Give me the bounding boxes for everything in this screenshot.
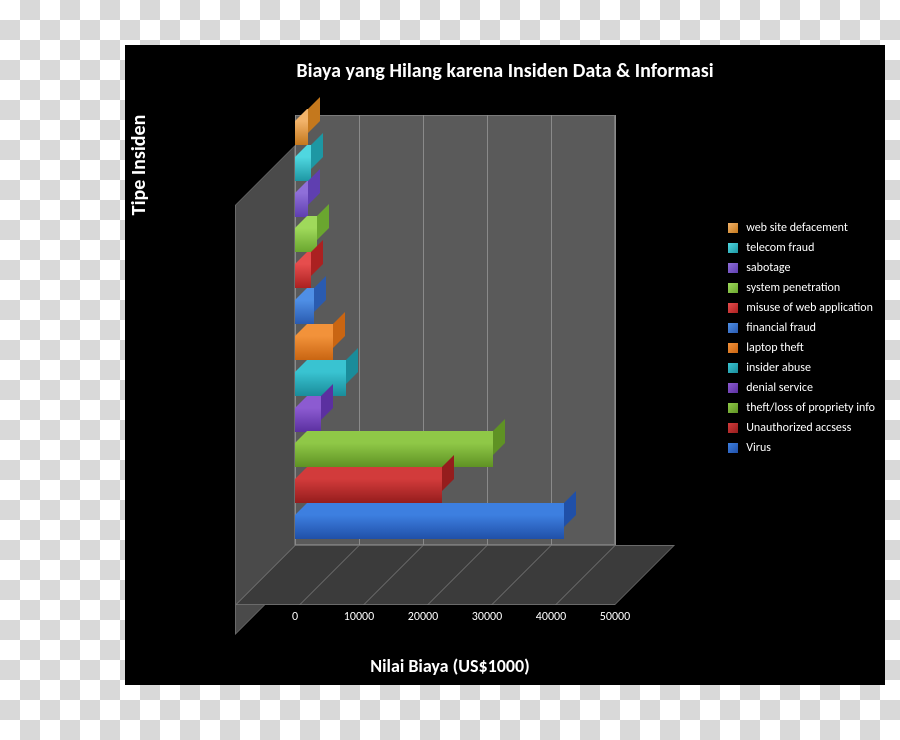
legend-item: misuse of web application (728, 301, 875, 315)
bar (295, 121, 308, 145)
legend-item: system penetration (728, 281, 875, 295)
legend-item: financial fraud (728, 321, 875, 335)
legend-item: Unauthorized accsess (728, 421, 875, 435)
legend-label: financial fraud (746, 321, 816, 335)
legend-swatch (728, 403, 738, 413)
legend-item: Virus (728, 441, 875, 455)
legend-swatch (728, 363, 738, 373)
x-tick: 50000 (600, 610, 630, 624)
legend-swatch (728, 383, 738, 393)
bar (295, 443, 493, 467)
chart-title: Biaya yang Hilang karena Insiden Data & … (125, 59, 885, 83)
legend-label: telecom fraud (746, 241, 814, 255)
legend-swatch (728, 263, 738, 273)
bar (295, 479, 442, 503)
legend-item: telecom fraud (728, 241, 875, 255)
legend-swatch (728, 283, 738, 293)
legend-label: system penetration (746, 281, 840, 295)
legend-label: Unauthorized accsess (746, 421, 851, 435)
legend-item: laptop theft (728, 341, 875, 355)
legend-item: denial service (728, 381, 875, 395)
legend-item: web site defacement (728, 221, 875, 235)
plot-area-3d: 01000020000300004000050000 (235, 115, 615, 605)
legend: web site defacement telecom fraud sabotage… (728, 215, 875, 461)
bar (295, 408, 321, 432)
legend-swatch (728, 303, 738, 313)
legend-label: Virus (746, 441, 771, 455)
legend-label: laptop theft (746, 341, 804, 355)
legend-label: sabotage (746, 261, 790, 275)
legend-label: web site defacement (746, 221, 848, 235)
bar (295, 300, 314, 324)
legend-label: misuse of web application (746, 301, 873, 315)
plot-floor (235, 545, 675, 605)
bars-container (295, 115, 615, 545)
transparency-background: Biaya yang Hilang karena Insiden Data & … (0, 0, 900, 740)
legend-swatch (728, 243, 738, 253)
x-tick: 30000 (472, 610, 502, 624)
legend-label: denial service (746, 381, 813, 395)
bar (295, 372, 346, 396)
legend-label: insider abuse (746, 361, 811, 375)
legend-item: theft/loss of propriety info (728, 401, 875, 415)
x-tick: 40000 (536, 610, 566, 624)
legend-swatch (728, 443, 738, 453)
legend-swatch (728, 223, 738, 233)
legend-swatch (728, 323, 738, 333)
x-axis-label: Nilai Biaya (US$1000) (275, 655, 625, 677)
bar (295, 193, 308, 217)
legend-label: theft/loss of propriety info (746, 401, 875, 415)
legend-swatch (728, 343, 738, 353)
y-axis-label: Tipe Insiden (127, 35, 151, 295)
bar (295, 515, 564, 539)
chart-panel: Biaya yang Hilang karena Insiden Data & … (125, 45, 885, 685)
x-tick: 0 (292, 610, 298, 624)
bar (295, 157, 311, 181)
legend-swatch (728, 423, 738, 433)
legend-item: insider abuse (728, 361, 875, 375)
bar (295, 264, 311, 288)
x-tick: 10000 (344, 610, 374, 624)
bar (295, 336, 333, 360)
x-tick: 20000 (408, 610, 438, 624)
legend-item: sabotage (728, 261, 875, 275)
